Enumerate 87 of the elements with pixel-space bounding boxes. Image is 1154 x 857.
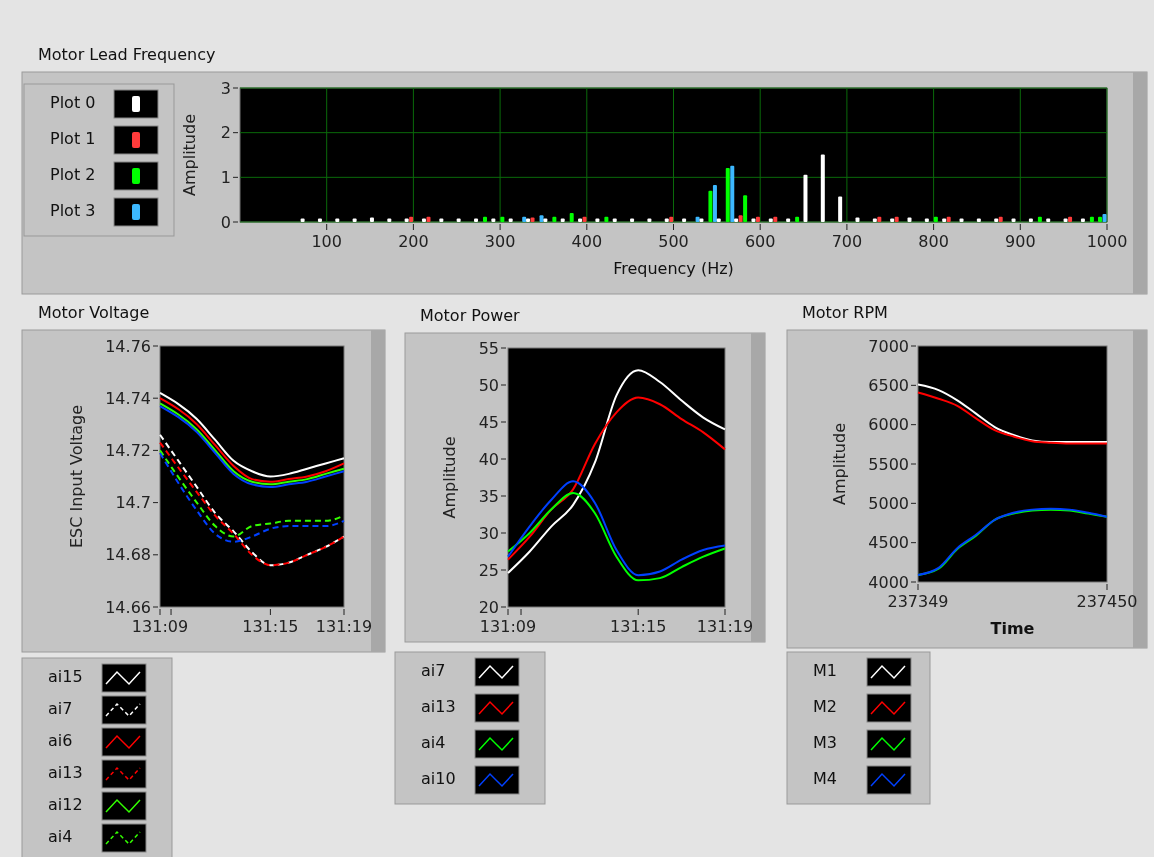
legend-label: Plot 2	[50, 165, 96, 184]
legend-label: M3	[813, 733, 837, 752]
y-tick-label: 5500	[868, 454, 909, 474]
legend-label: ai10	[421, 769, 456, 788]
bar	[838, 196, 843, 222]
y-tick-label: 30	[478, 523, 499, 543]
legend-label: Plot 0	[50, 93, 96, 112]
legend-label: M1	[813, 661, 837, 680]
y-tick-label: 4000	[868, 572, 909, 592]
bar	[712, 184, 717, 222]
x-tick-label: 131:09	[479, 617, 537, 636]
y-tick-label: 40	[478, 449, 499, 469]
y-tick-label: 6500	[868, 375, 909, 395]
bar	[820, 154, 825, 222]
bar	[725, 167, 730, 222]
x-tick-label: 100	[311, 232, 342, 251]
x-tick-label: 131:19	[696, 617, 754, 636]
x-tick-label: 300	[484, 232, 516, 251]
x-tick-label: 800	[918, 232, 949, 251]
y-tick-label: 14.68	[105, 545, 151, 565]
x-tick-label: 131:09	[131, 617, 189, 636]
legend-label: Plot 3	[50, 201, 96, 220]
y-tick-label: 6000	[868, 415, 909, 435]
x-tick-label: 500	[658, 232, 689, 251]
x-tick-label: 200	[398, 232, 429, 251]
y-axis-title: Amplitude	[440, 436, 459, 519]
legend-label: ai13	[48, 763, 83, 782]
x-tick-label: 900	[1005, 232, 1036, 251]
y-tick-label: 50	[478, 375, 499, 395]
x-tick-label: 237450	[1076, 592, 1138, 611]
legend-label: M2	[813, 697, 837, 716]
y-tick-label: 14.76	[105, 336, 151, 356]
y-tick-label: 2	[220, 123, 231, 143]
legend-label: Plot 1	[50, 129, 96, 148]
line-series	[507, 492, 726, 582]
legend-label: ai7	[421, 661, 446, 680]
legend-label: ai15	[48, 667, 83, 686]
y-axis-title: ESC Input Voltage	[67, 404, 86, 549]
x-tick-label: 131:15	[242, 617, 299, 636]
legend-label: ai7	[48, 699, 73, 718]
y-tick-label: 14.72	[105, 441, 151, 460]
x-tick-label: 131:19	[315, 617, 373, 636]
y-axis-title: Amplitude	[180, 114, 199, 196]
line-series	[507, 369, 726, 574]
y-tick-label: 1	[220, 167, 231, 187]
bar	[803, 174, 808, 222]
chart-title: Motor Power	[420, 306, 521, 325]
x-tick-label: 237349	[887, 592, 949, 611]
x-tick-label: 700	[831, 232, 863, 251]
x-axis-title: Time	[990, 619, 1035, 638]
y-tick-label: 7000	[868, 336, 909, 356]
y-tick-label: 20	[478, 597, 499, 617]
bar	[708, 190, 713, 222]
line-series	[917, 383, 1108, 443]
bar	[738, 215, 743, 222]
y-axis-title: Amplitude	[830, 423, 849, 505]
y-tick-label: 0	[220, 212, 231, 232]
legend-label: M4	[813, 769, 837, 788]
chart-title: Motor RPM	[802, 303, 888, 322]
y-tick-label: 45	[478, 412, 499, 432]
line-series	[507, 396, 726, 561]
x-tick-label: 400	[571, 232, 603, 251]
y-tick-label: 5000	[868, 493, 909, 513]
bar	[730, 165, 735, 222]
legend-label: ai4	[421, 733, 446, 752]
chart-title: Motor Lead Frequency	[38, 45, 216, 64]
chart-title: Motor Voltage	[38, 303, 150, 322]
y-tick-label: 4500	[868, 533, 909, 553]
bar	[743, 195, 748, 222]
legend-label: ai4	[48, 827, 73, 846]
x-tick-label: 1000	[1086, 232, 1128, 251]
x-tick-label: 131:15	[610, 617, 667, 636]
legend-label: ai12	[48, 795, 83, 814]
y-tick-label: 35	[478, 486, 499, 506]
legend-label: ai13	[421, 697, 456, 716]
y-tick-label: 55	[478, 338, 499, 358]
x-axis-title: Frequency (Hz)	[613, 259, 734, 278]
x-tick-label: 600	[744, 232, 776, 251]
legend-label: ai6	[48, 731, 73, 750]
y-tick-label: 25	[478, 560, 499, 580]
y-tick-label: 3	[220, 78, 231, 98]
line-series	[507, 480, 726, 577]
line-series	[917, 391, 1108, 445]
bar	[569, 213, 574, 222]
y-tick-label: 14.7	[115, 493, 151, 513]
y-tick-label: 14.66	[105, 597, 151, 617]
y-tick-label: 14.74	[105, 388, 151, 408]
